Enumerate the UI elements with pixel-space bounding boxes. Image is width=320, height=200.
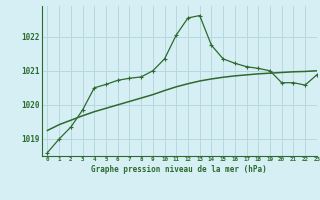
X-axis label: Graphe pression niveau de la mer (hPa): Graphe pression niveau de la mer (hPa) [91, 165, 267, 174]
